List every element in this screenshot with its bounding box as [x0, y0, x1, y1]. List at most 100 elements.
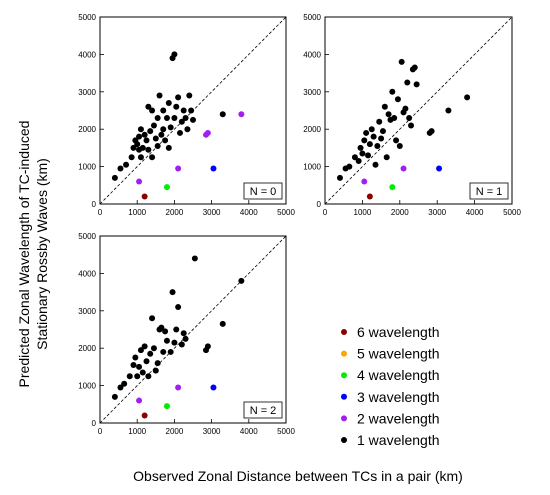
data-point: [169, 289, 176, 296]
panel-n0: 0 1000 2000 3000 4000 5000 0 1000 2000 3000 4000 50…: [78, 13, 295, 217]
data-point: [393, 137, 400, 144]
y-tick-label: 5000: [303, 13, 321, 22]
data-point: [186, 92, 193, 99]
data-point: [381, 103, 388, 110]
y-tick-label: 2000: [303, 125, 321, 134]
data-point: [126, 373, 133, 380]
y-tick-label: 3000: [78, 88, 96, 97]
y-tick-label: 1000: [78, 163, 96, 172]
x-tick-label: 4000: [240, 427, 258, 436]
data-point: [366, 193, 373, 200]
data-point: [171, 114, 178, 121]
x-tick-label: 1000: [128, 208, 146, 217]
data-point: [182, 114, 189, 121]
panel-label-box: [243, 401, 283, 419]
y-tick-label: 4000: [78, 269, 96, 278]
data-point: [171, 51, 178, 58]
data-point: [357, 144, 364, 151]
data-point: [143, 137, 150, 144]
data-point: [176, 129, 183, 136]
data-point: [180, 330, 187, 337]
data-point: [175, 94, 182, 101]
data-point: [210, 384, 217, 391]
data-point: [141, 131, 148, 138]
data-point: [219, 320, 226, 327]
data-point: [137, 347, 144, 354]
data-point: [175, 304, 182, 311]
y-tick-label: 4000: [303, 50, 321, 59]
data-point: [180, 107, 187, 114]
data-point: [413, 81, 420, 88]
x-tick-label: 4000: [240, 208, 258, 217]
data-point: [394, 96, 401, 103]
data-point: [351, 154, 358, 161]
data-point: [149, 107, 156, 114]
data-point: [154, 114, 161, 121]
data-point: [188, 107, 195, 114]
data-point: [145, 146, 152, 153]
data-point: [165, 144, 172, 151]
data-point: [374, 143, 381, 150]
data-point: [389, 184, 396, 191]
data-point: [117, 384, 124, 391]
data-point: [175, 384, 182, 391]
x-tick-label: 2000: [166, 427, 184, 436]
panel-label: N = 1: [476, 186, 503, 198]
data-point: [171, 339, 178, 346]
data-point: [139, 369, 146, 376]
data-point: [145, 103, 152, 110]
data-point: [167, 124, 174, 131]
data-point: [445, 107, 452, 114]
data-point: [383, 154, 390, 161]
data-point: [184, 126, 191, 133]
data-point: [163, 114, 170, 121]
x-axis-title: Observed Zonal Distance between TCs in a…: [133, 468, 463, 484]
data-point: [219, 111, 226, 118]
panel-label-box: [243, 182, 283, 200]
data-point: [141, 343, 148, 350]
data-point: [152, 135, 159, 142]
reference-line: [99, 235, 287, 424]
data-point: [396, 143, 403, 150]
data-point: [346, 163, 353, 170]
data-point: [359, 150, 366, 157]
x-tick-label: 0: [98, 427, 103, 436]
x-tick-label: 3000: [203, 208, 221, 217]
panel-label: N = 2: [250, 405, 277, 417]
data-point: [363, 129, 370, 136]
data-point: [336, 174, 343, 181]
data-point: [111, 174, 118, 181]
data-point: [173, 103, 180, 110]
data-point: [411, 64, 418, 71]
data-point: [141, 412, 148, 419]
x-tick-label: 2000: [166, 208, 184, 217]
data-point: [178, 118, 185, 125]
x-tick-label: 5000: [277, 208, 295, 217]
data-point: [150, 345, 157, 352]
x-tick-label: 4000: [466, 208, 484, 217]
data-point: [368, 126, 375, 133]
y-tick-label: 1000: [78, 382, 96, 391]
data-point: [147, 128, 154, 135]
data-point: [204, 343, 211, 350]
data-point: [158, 131, 165, 138]
data-point: [376, 118, 383, 125]
x-tick-label: 3000: [428, 208, 446, 217]
data-point: [361, 178, 368, 185]
data-point: [160, 107, 167, 114]
data-point: [154, 360, 161, 367]
data-point: [175, 165, 182, 172]
data-point: [117, 165, 124, 172]
data-point: [378, 135, 385, 142]
data-point: [150, 122, 157, 129]
data-point: [121, 380, 128, 387]
data-point: [464, 94, 471, 101]
data-point: [361, 137, 368, 144]
y-axis-title-line2: Stationary Rossby Waves (km): [34, 158, 50, 350]
data-point: [436, 165, 443, 172]
x-tick-label: 2000: [391, 208, 409, 217]
data-point: [402, 105, 409, 112]
y-tick-label: 0: [92, 419, 97, 428]
legend-label: 6 wavelength: [357, 324, 440, 340]
y-tick-label: 0: [317, 200, 322, 209]
